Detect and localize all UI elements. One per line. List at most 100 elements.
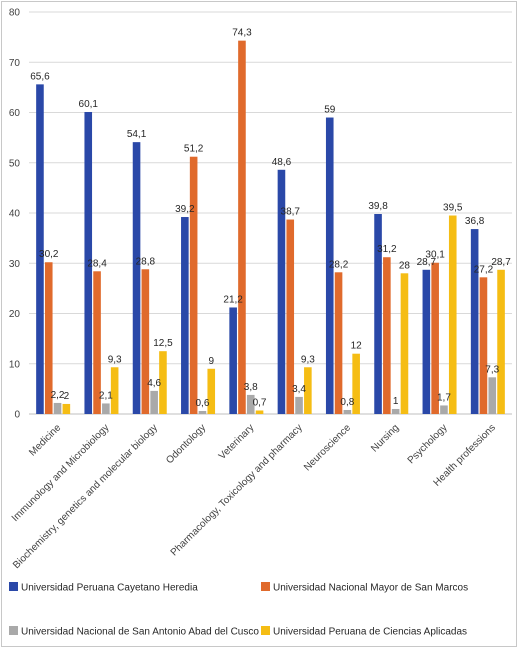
data-label: 0,6	[195, 398, 209, 409]
bar-unsaac	[102, 403, 110, 414]
legend-swatch	[261, 582, 270, 591]
data-label: 28,7	[417, 257, 437, 268]
bar-upch	[422, 269, 431, 414]
data-label: 60,1	[79, 99, 99, 110]
data-label: 7,3	[485, 364, 499, 375]
data-label: 27,2	[474, 264, 494, 275]
category-label: Neuroscience	[302, 422, 353, 473]
data-label: 28,4	[87, 258, 107, 269]
bar-upch	[229, 307, 237, 414]
legend-swatch	[261, 626, 270, 635]
data-label: 3,4	[292, 384, 306, 395]
bar-upc	[255, 410, 264, 414]
bar-unsaac	[488, 377, 497, 414]
bar-unsaac	[391, 408, 400, 414]
bar-upch	[181, 217, 189, 414]
data-label: 12,5	[153, 338, 173, 349]
legend-label: Universidad Nacional de San Antonio Abad…	[21, 627, 259, 638]
bar-unmsm	[93, 271, 101, 414]
data-label: 65,6	[30, 71, 50, 82]
legend-item: Universidad Peruana Cayetano Heredia	[9, 582, 198, 594]
data-label: 2	[64, 391, 70, 402]
legend-label: Universidad Peruana Cayetano Heredia	[21, 583, 198, 594]
bar-unmsm	[44, 262, 53, 414]
data-label: 30,2	[39, 249, 59, 260]
bars	[36, 40, 505, 415]
bar-unmsm	[431, 262, 439, 414]
y-tick-label: 80	[9, 8, 21, 19]
legend-label: Universidad Nacional Mayor de San Marcos	[273, 583, 468, 594]
bar-upch	[277, 169, 286, 414]
data-label: 38,7	[281, 207, 301, 218]
legend: Universidad Peruana Cayetano Heredia Univ…	[9, 582, 468, 638]
category-label: Immunology and Microbiology	[10, 422, 112, 524]
legend-label: Universidad Peruana de Ciencias Aplicada…	[273, 627, 467, 638]
y-tick-label: 60	[9, 108, 21, 119]
y-tick-label: 10	[9, 359, 21, 370]
data-label: 2,1	[99, 390, 113, 401]
bar-upch	[470, 229, 479, 414]
legend-swatch	[9, 626, 18, 635]
data-label: 39,8	[368, 201, 388, 212]
bar-upc	[159, 351, 167, 414]
category-label: Nursing	[369, 422, 401, 454]
bar-upch	[132, 142, 141, 414]
bar-upc	[352, 353, 360, 414]
data-label: 21,2	[223, 294, 243, 305]
bar-unsaac	[295, 396, 303, 414]
bar-upch	[84, 111, 93, 414]
category-label: Medicine	[27, 422, 63, 458]
data-label: 9,3	[301, 354, 315, 365]
data-label: 36,8	[465, 216, 485, 227]
data-label: 1,7	[437, 392, 451, 403]
category-label: Veterinary	[217, 422, 257, 462]
data-label: 74,3	[232, 28, 252, 39]
category-label: Odontology	[164, 422, 208, 466]
bar-unmsm	[383, 257, 391, 414]
bar-unmsm	[334, 272, 343, 414]
bar-upch	[374, 214, 382, 414]
data-label: 30,1	[425, 250, 445, 261]
bar-unmsm	[141, 269, 150, 414]
data-label: 28,7	[491, 257, 511, 268]
bar-unmsm	[286, 219, 295, 414]
data-label: 9,3	[108, 354, 122, 365]
bar-unmsm	[479, 277, 488, 414]
data-label: 31,2	[377, 244, 397, 255]
bar-upc	[448, 215, 457, 414]
y-tick-label: 40	[9, 209, 21, 220]
category-label: Psychology	[406, 422, 450, 466]
bar-upc	[207, 368, 216, 414]
bar-unsaac	[343, 409, 352, 414]
y-tick-label: 20	[9, 309, 21, 320]
bar-unsaac	[150, 390, 158, 414]
data-label: 4,6	[147, 378, 161, 389]
data-label: 28,2	[329, 259, 349, 270]
data-label: 39,2	[175, 204, 195, 215]
bar-upc	[497, 269, 505, 414]
data-label: 0,7	[253, 397, 267, 408]
data-label: 28	[399, 260, 411, 271]
data-label: 51,2	[184, 144, 204, 155]
data-label: 12	[351, 341, 363, 352]
y-gridlines	[29, 11, 512, 415]
data-label: 28,8	[136, 256, 156, 267]
legend-item: Universidad Nacional de San Antonio Abad…	[9, 626, 259, 638]
legend-item: Universidad Nacional Mayor de San Marcos	[261, 582, 468, 594]
bar-unmsm	[189, 156, 198, 414]
bar-upc	[62, 403, 71, 414]
y-tick-label: 50	[9, 158, 21, 169]
y-tick-label: 70	[9, 58, 21, 69]
bar-upch	[325, 117, 334, 415]
data-label: 1	[393, 396, 399, 407]
data-label: 2,2	[51, 390, 65, 401]
y-axis-tick-labels: 0 10 20 30 40 50 60 70 80	[9, 8, 21, 421]
data-label: 3,8	[244, 382, 258, 393]
data-label: 59	[324, 105, 336, 116]
bar-upch	[36, 84, 44, 415]
bar-unsaac	[53, 402, 62, 414]
bar-unmsm	[238, 40, 246, 414]
bar-upc	[400, 273, 409, 414]
bar-unsaac	[440, 405, 448, 414]
